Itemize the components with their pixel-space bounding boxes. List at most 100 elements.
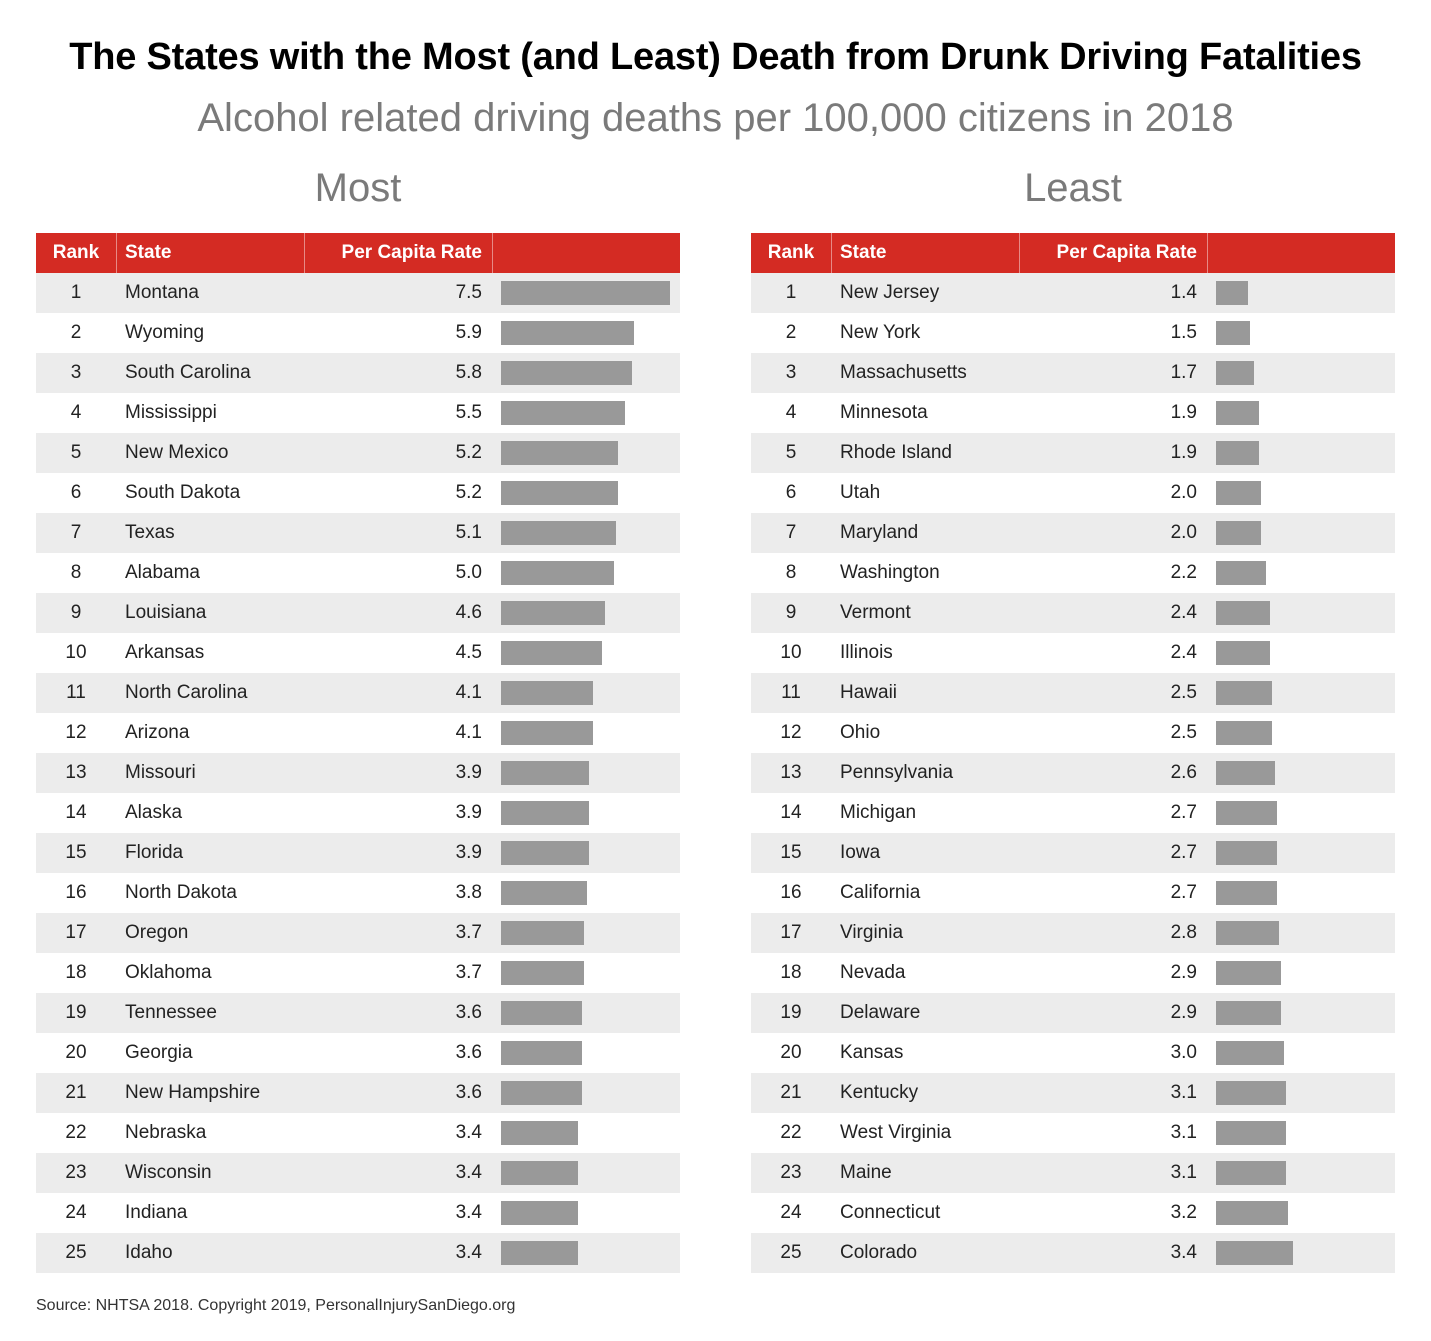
state-cell: Delaware xyxy=(840,1002,921,1023)
rate-bar xyxy=(501,281,670,305)
table-row: 6 Utah 2.0 xyxy=(751,473,1395,513)
state-header: State xyxy=(840,242,887,263)
table-row: 12 Ohio 2.5 xyxy=(751,713,1395,753)
table-row: 18 Nevada 2.9 xyxy=(751,953,1395,993)
rate-cell: 3.7 xyxy=(455,922,482,943)
table-row: 23 Wisconsin 3.4 xyxy=(36,1153,680,1193)
rate-cell: 1.7 xyxy=(1170,362,1197,383)
rate-bar xyxy=(1216,1121,1286,1145)
rank-cell: 1 xyxy=(785,282,797,303)
state-cell: South Dakota xyxy=(125,482,241,503)
table-row: 9 Vermont 2.4 xyxy=(751,593,1395,633)
table-row: 14 Alaska 3.9 xyxy=(36,793,680,833)
state-cell: New York xyxy=(840,322,921,343)
state-cell: Connecticut xyxy=(840,1202,941,1223)
state-cell: New Hampshire xyxy=(125,1082,261,1103)
rate-bar xyxy=(1216,1241,1293,1265)
rate-bar xyxy=(1216,361,1254,385)
rate-bar xyxy=(501,841,589,865)
rank-cell: 6 xyxy=(785,482,797,503)
rate-bar xyxy=(1216,281,1248,305)
table-row: 15 Iowa 2.7 xyxy=(751,833,1395,873)
table-row: 5 New Mexico 5.2 xyxy=(36,433,680,473)
rank-cell: 14 xyxy=(780,802,802,823)
table-row: 12 Arizona 4.1 xyxy=(36,713,680,753)
state-cell: South Carolina xyxy=(125,362,251,383)
rate-cell: 3.7 xyxy=(455,962,482,983)
rate-cell: 3.1 xyxy=(1170,1122,1197,1143)
rate-header: Per Capita Rate xyxy=(341,242,482,263)
table-row: 1 New Jersey 1.4 xyxy=(751,273,1395,313)
rank-cell: 21 xyxy=(65,1082,87,1103)
rate-bar xyxy=(1216,921,1279,945)
rate-bar xyxy=(501,681,593,705)
table-row: 17 Oregon 3.7 xyxy=(36,913,680,953)
table-body: 1 New Jersey 1.4 2 New York 1.5 3 Massachusetts… xyxy=(751,273,1395,1273)
rate-cell: 2.0 xyxy=(1170,522,1197,543)
table-header: Rank State Per Capita Rate xyxy=(36,233,680,273)
state-cell: Maine xyxy=(840,1162,892,1183)
state-cell: Indiana xyxy=(125,1202,188,1223)
rate-cell: 3.9 xyxy=(455,842,482,863)
rate-bar xyxy=(1216,1161,1286,1185)
rate-bar xyxy=(501,1001,582,1025)
state-cell: Vermont xyxy=(840,602,911,623)
table-row: 22 Nebraska 3.4 xyxy=(36,1113,680,1153)
rate-bar xyxy=(501,961,584,985)
rank-cell: 5 xyxy=(70,442,82,463)
rate-bar xyxy=(501,321,634,345)
table-row: 2 Wyoming 5.9 xyxy=(36,313,680,353)
table-row: 3 South Carolina 5.8 xyxy=(36,353,680,393)
rate-cell: 3.6 xyxy=(455,1002,482,1023)
rank-cell: 10 xyxy=(65,642,87,663)
rate-cell: 1.9 xyxy=(1170,402,1197,423)
table-row: 24 Indiana 3.4 xyxy=(36,1193,680,1233)
state-cell: Michigan xyxy=(840,802,917,823)
rate-cell: 5.1 xyxy=(455,522,482,543)
rank-cell: 5 xyxy=(785,442,797,463)
table-row: 15 Florida 3.9 xyxy=(36,833,680,873)
state-cell: Maryland xyxy=(840,522,919,543)
rank-cell: 23 xyxy=(65,1162,87,1183)
table-row: 3 Massachusetts 1.7 xyxy=(751,353,1395,393)
state-cell: Alaska xyxy=(125,802,183,823)
state-cell: Missouri xyxy=(125,762,196,783)
state-cell: Florida xyxy=(125,842,184,863)
rate-bar xyxy=(501,881,587,905)
rate-cell: 2.8 xyxy=(1170,922,1197,943)
rate-cell: 3.4 xyxy=(455,1242,482,1263)
table-row: 2 New York 1.5 xyxy=(751,313,1395,353)
rate-bar xyxy=(501,1161,578,1185)
state-cell: Rhode Island xyxy=(840,442,952,463)
table-row: 25 Idaho 3.4 xyxy=(36,1233,680,1273)
rate-cell: 3.9 xyxy=(455,802,482,823)
rate-bar xyxy=(1216,801,1277,825)
state-cell: Minnesota xyxy=(840,402,928,423)
table-row: 8 Alabama 5.0 xyxy=(36,553,680,593)
table-row: 22 West Virginia 3.1 xyxy=(751,1113,1395,1153)
table-row: 21 Kentucky 3.1 xyxy=(751,1073,1395,1113)
rank-cell: 3 xyxy=(785,362,797,383)
rate-cell: 5.9 xyxy=(455,322,482,343)
rank-cell: 2 xyxy=(785,322,797,343)
rate-bar xyxy=(1216,601,1270,625)
rank-header: Rank xyxy=(767,242,815,263)
state-cell: Washington xyxy=(840,562,940,583)
rate-cell: 2.7 xyxy=(1170,802,1197,823)
state-cell: Arizona xyxy=(125,722,190,743)
rate-cell: 3.4 xyxy=(455,1122,482,1143)
rate-bar xyxy=(501,1121,578,1145)
state-cell: Utah xyxy=(840,482,881,503)
table-header: Rank State Per Capita Rate xyxy=(751,233,1395,273)
state-cell: Arkansas xyxy=(125,642,205,663)
rate-bar xyxy=(501,1041,582,1065)
state-cell: Ohio xyxy=(840,722,881,743)
rate-bar xyxy=(1216,401,1259,425)
chart-subtitle: Alcohol related driving deaths per 100,0… xyxy=(197,96,1234,140)
state-cell: New Mexico xyxy=(125,442,229,463)
state-cell: Nevada xyxy=(840,962,906,983)
table-row: 20 Kansas 3.0 xyxy=(751,1033,1395,1073)
rank-cell: 12 xyxy=(780,722,802,743)
rate-bar xyxy=(501,481,618,505)
least-panel-title: Least xyxy=(1024,166,1122,210)
